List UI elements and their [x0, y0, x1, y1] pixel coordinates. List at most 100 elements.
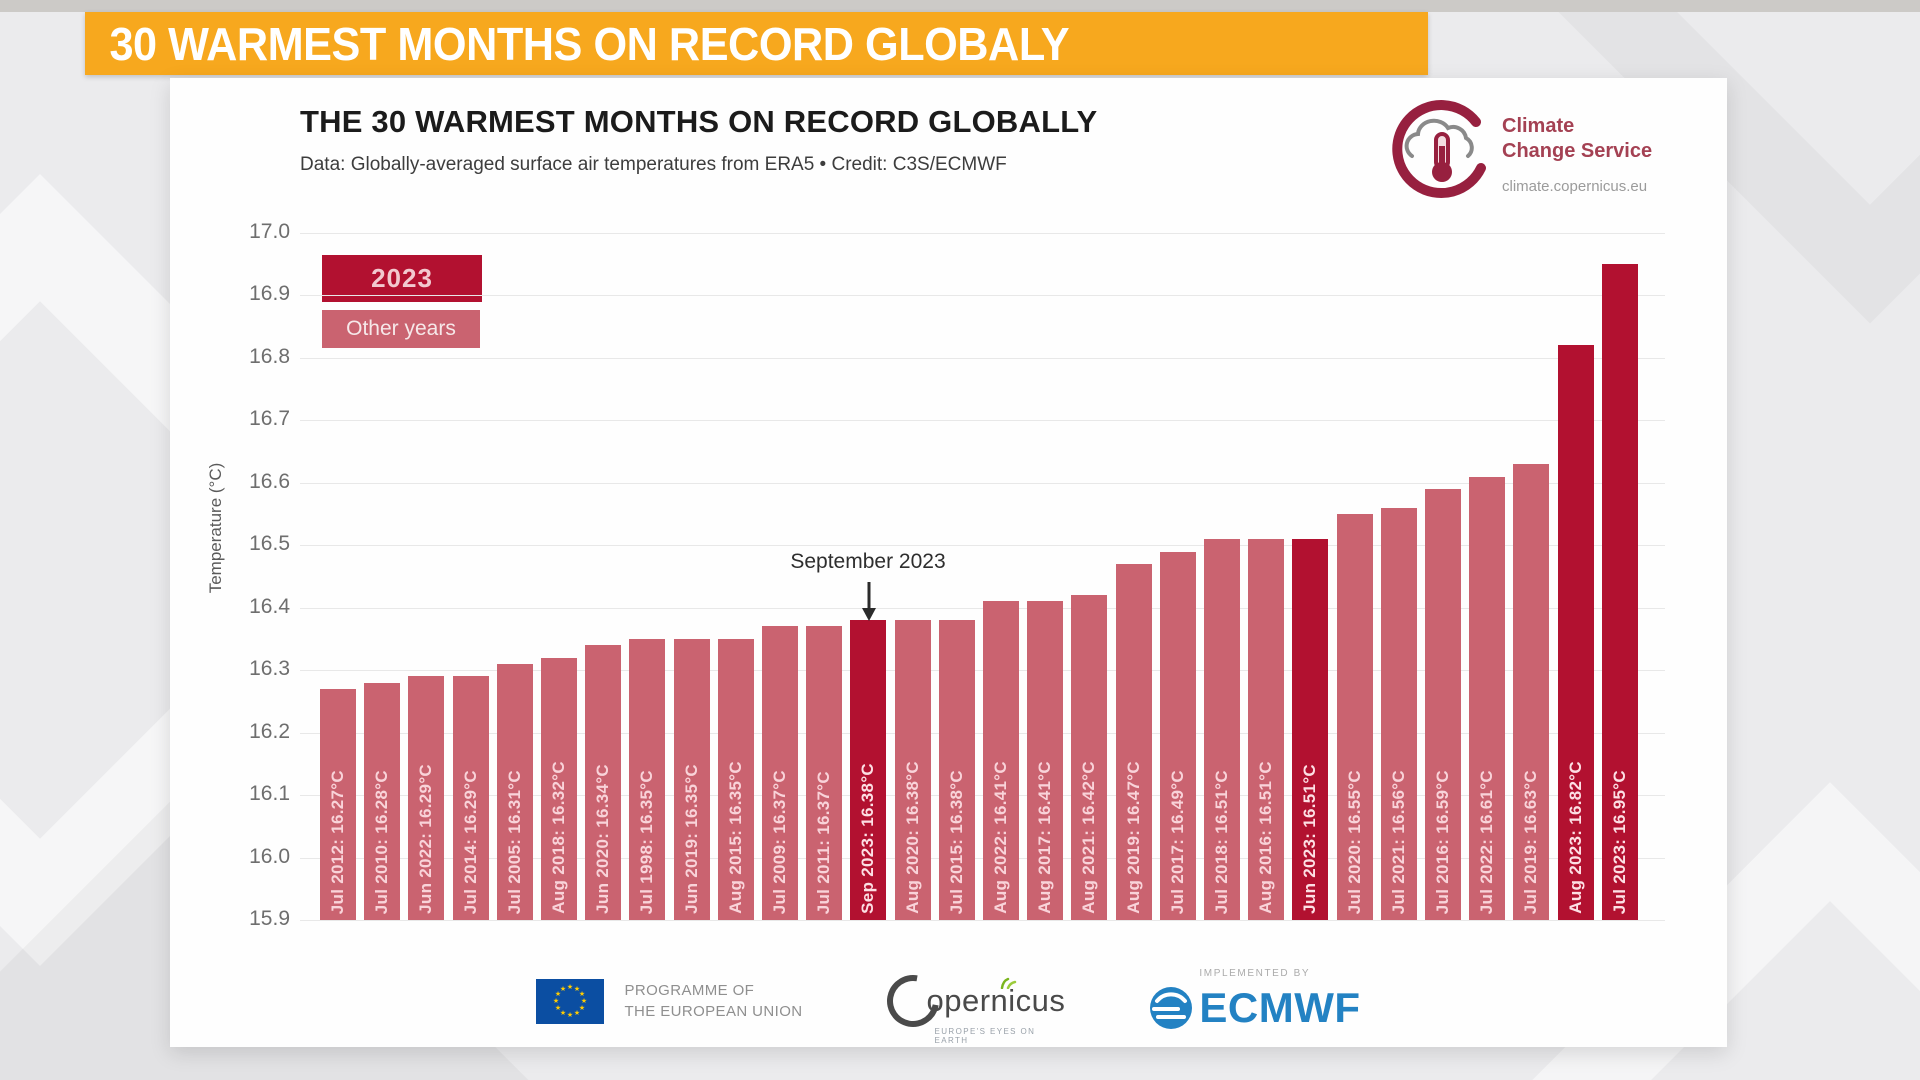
footer-logos: ★ ★ ★ ★ ★ ★ ★ ★ ★ ★ ★ ★ PROGRAMME OF THE EUROPEA… [170, 958, 1727, 1045]
gridline [300, 420, 1665, 422]
climate-change-service-label: Climate Change Service [1502, 115, 1653, 162]
bar-label: Jul 2009: 16.37°C [770, 769, 789, 914]
svg-text:★: ★ [560, 1009, 566, 1017]
bar-label: Jul 2018: 16.51°C [1212, 769, 1231, 914]
svg-text:★: ★ [553, 997, 559, 1005]
bar-aug-2020: Aug 2020: 16.38°C [894, 620, 931, 920]
bar-jun-2019: Jun 2019: 16.35°C [673, 638, 710, 920]
bar-aug-2023: Aug 2023: 16.82°C [1557, 345, 1594, 920]
bar-label: Jun 2022: 16.29°C [416, 764, 436, 914]
bar-jul-2016: Jul 2016: 16.59°C [1425, 489, 1461, 920]
svg-text:★: ★ [574, 1009, 580, 1017]
bar-jul-2014: Jul 2014: 16.29°C [452, 676, 489, 920]
svg-text:★: ★ [581, 997, 587, 1005]
bar-sep-2023: Sep 2023: 16.38°C [850, 620, 887, 920]
copernicus-logo: opernicus EUROPE'S EYES ON EARTH [876, 964, 1066, 1045]
gridline [300, 295, 1665, 297]
bar-label: Jul 2014: 16.29°C [460, 769, 480, 914]
bar-label: Aug 2022: 16.41°C [991, 761, 1010, 914]
copernicus-wordmark: opernicus [926, 983, 1066, 1018]
y-tick-label: 16.4 [249, 594, 290, 618]
bar-label: Aug 2016: 16.51°C [1256, 761, 1276, 914]
y-tick-label: 16.1 [249, 782, 290, 806]
bar-label: Jul 2012: 16.27°C [328, 769, 347, 914]
plot-area: Jul 2012: 16.27°C Jul 2010: 16.28°C Jun 20… [300, 233, 1665, 921]
bar-label: Jul 2019: 16.63°C [1521, 769, 1541, 914]
gridline [300, 233, 1665, 234]
bar-aug-2022: Aug 2022: 16.41°C [983, 601, 1019, 920]
bar-jul-2011: Jul 2011: 16.37°C [806, 626, 843, 920]
bar-label: Aug 2020: 16.38°C [902, 761, 922, 914]
bar-label: Jul 2021: 16.56°C [1388, 769, 1408, 914]
bar-label: Aug 2017: 16.41°C [1035, 761, 1055, 914]
implemented-by-label: IMPLEMENTED BY [1199, 968, 1311, 979]
bar-aug-2017: Aug 2017: 16.41°C [1027, 601, 1064, 920]
y-tick-label: 16.6 [249, 469, 290, 493]
copernicus-leaves-icon [1000, 977, 1016, 989]
gridline [300, 732, 1665, 734]
bar-jul-2018: Jul 2018: 16.51°C [1204, 539, 1240, 920]
bar-label: Jul 2022: 16.61°C [1477, 769, 1497, 914]
bar-label: Jul 2020: 16.55°C [1344, 769, 1364, 914]
bar-label: Aug 2018: 16.32°C [549, 761, 568, 914]
y-tick-label: 16.2 [249, 719, 290, 743]
gridline [300, 795, 1665, 797]
svg-text:★: ★ [567, 983, 573, 991]
annotation-september-2023: September 2023 [790, 550, 946, 573]
down-arrow-icon [862, 582, 876, 621]
banner: 30 WARMEST MONTHS ON RECORD GLOBALY [85, 12, 1428, 75]
bar-label: Jul 2015: 16.38°C [946, 769, 966, 914]
chart-subtitle: Data: Globally-averaged surface air temp… [300, 154, 1007, 175]
chart-title: THE 30 WARMEST MONTHS ON RECORD GLOBALLY [300, 104, 1098, 139]
bar-jul-2021: Jul 2021: 16.56°C [1380, 507, 1417, 920]
bar-label: Jul 2011: 16.37°C [814, 770, 834, 914]
gridline [300, 545, 1665, 547]
bar-jul-1998: Jul 1998: 16.35°C [629, 638, 666, 920]
copernicus-tagline: EUROPE'S EYES ON EARTH [934, 1027, 1036, 1045]
bar-jul-2015: Jul 2015: 16.38°C [938, 620, 975, 920]
climate-change-service-icon [1392, 100, 1486, 199]
bar-jun-2020: Jun 2020: 16.34°C [585, 645, 622, 920]
bar-jun-2022: Jun 2022: 16.29°C [408, 676, 445, 920]
bar-jul-2022: Jul 2022: 16.61°C [1469, 476, 1506, 920]
svg-text:★: ★ [567, 1011, 573, 1019]
svg-text:★: ★ [555, 1004, 561, 1012]
bar-label: Jun 2020: 16.34°C [593, 764, 613, 914]
ecmwf-logo: IMPLEMENTED BY ECMWF [1149, 968, 1361, 1032]
bar-jul-2019: Jul 2019: 16.63°C [1513, 464, 1550, 920]
ecmwf-wordmark: ECMWF [1199, 984, 1361, 1031]
y-tick-label: 16.0 [249, 844, 290, 868]
climate-copernicus-url: climate.copernicus.eu [1502, 178, 1648, 195]
y-tick-label: 15.9 [249, 907, 290, 930]
gridline [300, 482, 1665, 484]
bar-aug-2021: Aug 2021: 16.42°C [1071, 595, 1108, 920]
top-strip [0, 0, 1920, 12]
y-axis-ticks: 17.0 16.9 16.8 16.7 16.6 16.5 16.4 16.3 16.2 16.1… [215, 220, 290, 930]
bar-label: Aug 2021: 16.42°C [1079, 761, 1099, 914]
eu-programme-label: PROGRAMME OF THE EUROPEAN UNION [624, 982, 803, 1020]
bar-jul-2009: Jul 2009: 16.37°C [762, 626, 798, 920]
y-tick-label: 16.9 [249, 282, 290, 306]
bar-label: Jul 2010: 16.28°C [372, 769, 392, 914]
svg-text:★: ★ [579, 1004, 585, 1012]
bar-jul-2010: Jul 2010: 16.28°C [364, 682, 401, 920]
bar-aug-2016: Aug 2016: 16.51°C [1248, 539, 1285, 920]
svg-text:★: ★ [555, 990, 561, 998]
ecmwf-globe-icon [1150, 987, 1193, 1029]
legend-other-years: Other years [322, 310, 480, 348]
svg-text:★: ★ [579, 990, 585, 998]
bar-jul-2023: Jul 2023: 16.95°C [1601, 264, 1638, 920]
chart-card: THE 30 WARMEST MONTHS ON RECORD GLOBALLY… [170, 78, 1727, 1047]
svg-text:★: ★ [574, 985, 580, 993]
legend-2023: 2023 [322, 255, 482, 302]
gridline [300, 670, 1665, 672]
bar-aug-2019: Aug 2019: 16.47°C [1115, 564, 1152, 920]
gridline [300, 357, 1665, 359]
y-tick-label: 16.7 [249, 407, 290, 431]
y-tick-label: 16.5 [249, 532, 290, 556]
bar-label: Jul 2017: 16.49°C [1167, 769, 1187, 914]
bar-jul-2017: Jul 2017: 16.49°C [1159, 551, 1196, 920]
bar-label: Jul 1998: 16.35°C [637, 769, 657, 914]
eu-programme-logo: ★ ★ ★ ★ ★ ★ ★ ★ ★ ★ ★ ★ PROGRAMME OF THE EUROPEA… [536, 978, 803, 1024]
